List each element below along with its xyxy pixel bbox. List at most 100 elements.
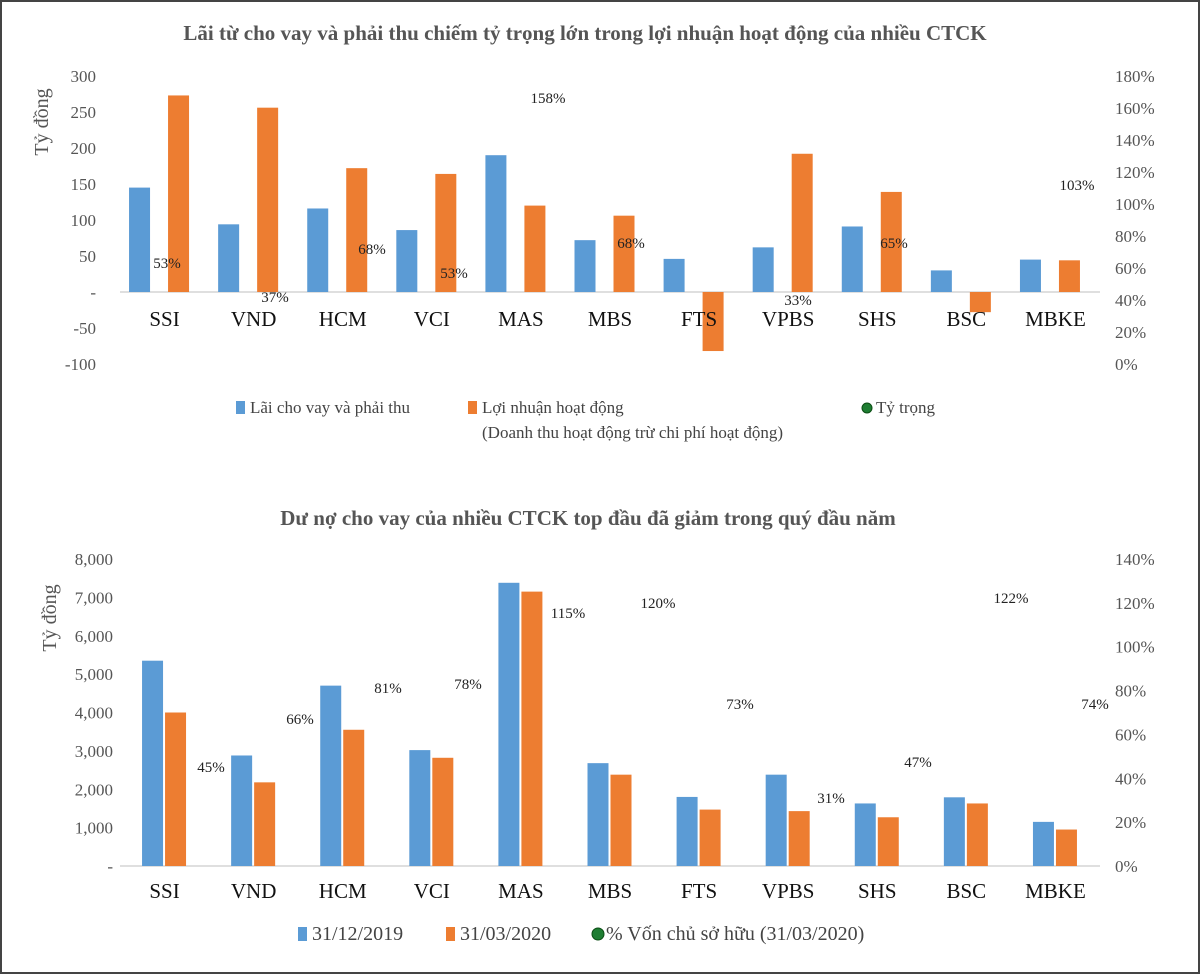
bar-series1-mas	[498, 582, 520, 866]
bar-series1-mbke	[1019, 259, 1041, 292]
y-axis-label: Tỷ đồng	[31, 88, 53, 155]
bar-series2-ssi	[168, 95, 190, 292]
bar-series2-hcm	[343, 729, 365, 866]
pct-label-vci: 78%	[454, 677, 482, 693]
category-label-fts: FTS	[681, 307, 717, 331]
pct-label-mas: 115%	[551, 606, 585, 622]
y-tick-label: 2,000	[75, 780, 113, 799]
bar-series2-fts	[699, 809, 721, 866]
bar-series2-bsc	[966, 803, 988, 866]
y2-tick-label: 80%	[1115, 682, 1146, 701]
bar-series2-shs	[880, 191, 902, 292]
bar-series2-vci	[432, 757, 454, 866]
legend-label-series3: Tỷ trọng	[876, 398, 936, 417]
pct-label-vci: 53%	[440, 266, 468, 282]
y2-tick-label: 140%	[1115, 550, 1155, 569]
y-tick-label: 200	[71, 139, 97, 158]
pct-label-vnd: 37%	[261, 290, 289, 306]
category-label-vpbs: VPBS	[762, 307, 815, 331]
bar-series1-mbs	[574, 240, 596, 292]
y-tick-label: 300	[71, 67, 97, 86]
bar-series1-vpbs	[765, 774, 787, 866]
legend-label-series2-line2: (Doanh thu hoạt động trừ chi phí hoạt độ…	[482, 423, 783, 442]
y2-tick-label: 140%	[1115, 131, 1155, 150]
legend-label-series2: 31/03/2020	[460, 923, 551, 945]
legend-label-series3: % Vốn chủ sở hữu (31/03/2020)	[606, 923, 864, 945]
bar-series2-mbke	[1055, 829, 1077, 866]
legend-label-series2: Lợi nhuận hoạt động	[482, 398, 624, 417]
bar-series2-mas	[521, 591, 543, 866]
category-label-ssi: SSI	[149, 879, 179, 903]
category-label-shs: SHS	[858, 879, 897, 903]
y2-tick-label: 100%	[1115, 195, 1155, 214]
y-tick-label: 250	[71, 103, 97, 122]
y2-tick-label: 100%	[1115, 638, 1155, 657]
category-label-vnd: VND	[231, 307, 277, 331]
bar-series2-hcm	[346, 168, 368, 292]
bar-series1-vnd	[231, 755, 253, 866]
pct-label-shs: 65%	[880, 236, 908, 252]
y-tick-label: -50	[73, 319, 96, 338]
pct-label-vpbs: 33%	[784, 293, 812, 309]
bar-series2-vpbs	[788, 811, 810, 866]
pct-label-vpbs: 31%	[817, 791, 845, 807]
y2-tick-label: 0%	[1115, 857, 1138, 876]
category-label-mas: MAS	[498, 307, 544, 331]
bar-series1-vci	[396, 230, 418, 292]
y2-tick-label: 160%	[1115, 99, 1155, 118]
bar-series2-vpbs	[791, 153, 813, 292]
bar-series1-vpbs	[752, 247, 774, 292]
pct-label-shs: 47%	[904, 755, 932, 771]
bar-series1-vci	[409, 750, 431, 866]
y-tick-label: 150	[71, 175, 97, 194]
pct-label-ssi: 53%	[153, 256, 181, 272]
legend-swatch-series2	[468, 401, 477, 414]
y2-tick-label: 120%	[1115, 163, 1155, 182]
pct-label-vnd: 66%	[286, 712, 314, 728]
pct-label-mbke: 103%	[1060, 178, 1095, 194]
category-label-vci: VCI	[414, 307, 450, 331]
category-label-mbs: MBS	[588, 879, 632, 903]
category-label-mbke: MBKE	[1025, 879, 1086, 903]
y2-tick-label: 40%	[1115, 769, 1146, 788]
y-tick-label: 6,000	[75, 627, 113, 646]
y2-tick-label: 60%	[1115, 259, 1146, 278]
category-label-mbs: MBS	[588, 307, 632, 331]
bar-series1-mbs	[587, 763, 609, 866]
bar-series2-vci	[435, 173, 457, 292]
category-label-ssi: SSI	[149, 307, 179, 331]
pct-label-hcm: 81%	[374, 681, 402, 697]
bar-series1-hcm	[307, 208, 329, 292]
y-axis-label: Tỷ đồng	[39, 584, 61, 651]
pct-label-mbs: 120%	[641, 596, 676, 612]
pct-label-mbs: 68%	[617, 236, 645, 252]
y-tick-label: 50	[79, 247, 96, 266]
bar-series2-mbs	[613, 215, 635, 292]
bar-series1-fts	[663, 258, 685, 292]
bar-series2-fts	[702, 292, 724, 352]
category-label-hcm: HCM	[319, 307, 367, 331]
y2-tick-label: 20%	[1115, 813, 1146, 832]
y2-tick-label: 180%	[1115, 67, 1155, 86]
bar-series1-fts	[676, 796, 698, 866]
category-label-fts: FTS	[681, 879, 717, 903]
bar-series1-vnd	[218, 224, 240, 292]
pct-label-ssi: 45%	[197, 760, 225, 776]
y2-tick-label: 40%	[1115, 291, 1146, 310]
y2-tick-label: 20%	[1115, 323, 1146, 342]
legend-swatch-series3	[861, 402, 873, 414]
y2-tick-label: 80%	[1115, 227, 1146, 246]
y-tick-label: 1,000	[75, 819, 113, 838]
bar-series2-mas	[524, 205, 546, 292]
category-label-bsc: BSC	[947, 307, 987, 331]
category-label-vci: VCI	[414, 879, 450, 903]
y2-tick-label: 120%	[1115, 594, 1155, 613]
bar-series1-mbke	[1032, 821, 1054, 866]
y-tick-label: -	[90, 283, 96, 302]
y-tick-label: 7,000	[75, 588, 113, 607]
y-tick-label: -	[107, 857, 113, 876]
bar-series1-mas	[485, 155, 507, 292]
bar-series2-ssi	[165, 712, 187, 866]
category-label-vpbs: VPBS	[762, 879, 815, 903]
legend-label-series1: Lãi cho vay và phải thu	[250, 398, 411, 417]
